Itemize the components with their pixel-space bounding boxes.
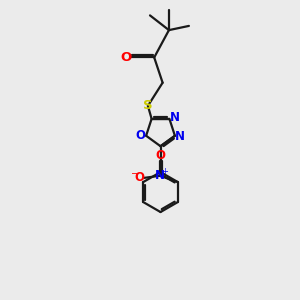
Text: O: O (155, 149, 165, 162)
Text: O: O (134, 171, 144, 184)
Text: N: N (170, 111, 180, 124)
Text: −: − (130, 169, 139, 179)
Text: N: N (175, 130, 185, 143)
Text: N: N (155, 169, 165, 182)
Text: O: O (136, 129, 146, 142)
Text: +: + (161, 167, 168, 176)
Text: O: O (120, 51, 131, 64)
Text: S: S (143, 99, 152, 112)
